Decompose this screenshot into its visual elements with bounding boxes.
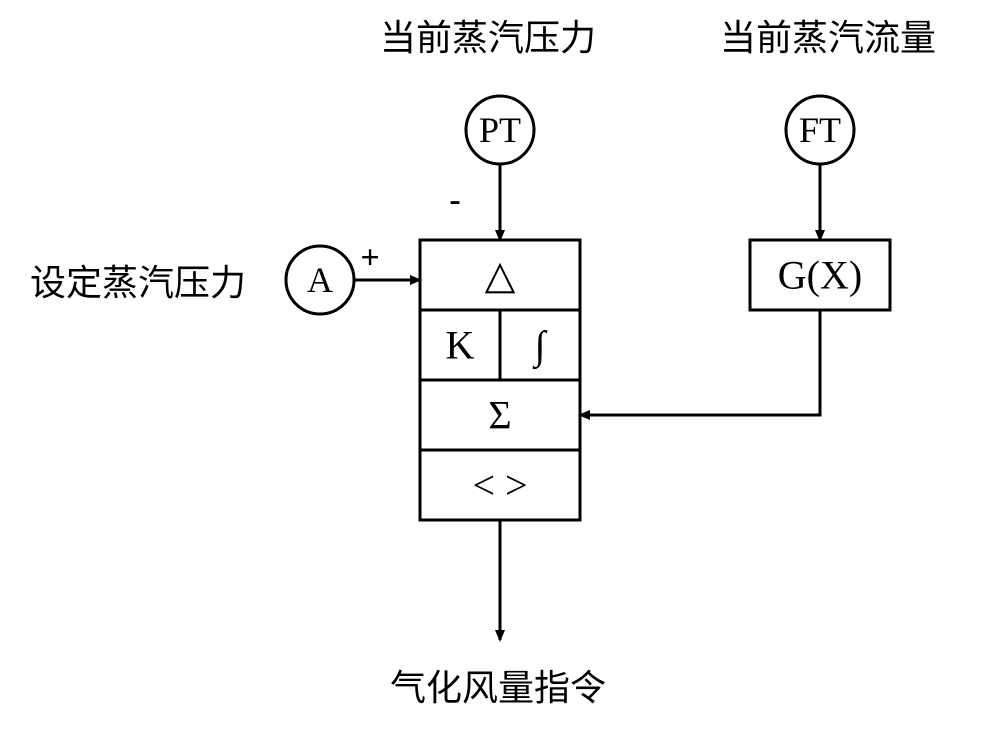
sensor-ft-text: FT bbox=[799, 110, 841, 150]
sensor-a-text: A bbox=[307, 260, 333, 300]
stack-row1-left: K bbox=[446, 323, 475, 368]
plus-sign: + bbox=[360, 240, 379, 277]
sensor-pt-text: PT bbox=[479, 110, 521, 150]
stack-row1-right: ∫ bbox=[532, 323, 549, 370]
stack-row0-text: △ bbox=[485, 253, 516, 298]
sensor-a: A bbox=[286, 246, 354, 314]
controller-stack: △ K ∫ Σ < > bbox=[420, 240, 580, 520]
label-ft: 当前蒸汽流量 bbox=[720, 18, 936, 58]
label-output: 气化风量指令 bbox=[390, 668, 606, 708]
gx-text: G(X) bbox=[778, 253, 862, 298]
stack-row2-text: Σ bbox=[488, 393, 511, 438]
sensor-ft: FT bbox=[786, 96, 854, 164]
gx-block: G(X) bbox=[750, 240, 890, 310]
minus-sign: - bbox=[449, 182, 460, 219]
stack-row3-text: < > bbox=[472, 463, 527, 508]
edge-gx-sigma bbox=[580, 310, 820, 415]
sensor-pt: PT bbox=[466, 96, 534, 164]
label-a: 设定蒸汽压力 bbox=[30, 263, 246, 303]
label-pt: 当前蒸汽压力 bbox=[380, 18, 596, 58]
